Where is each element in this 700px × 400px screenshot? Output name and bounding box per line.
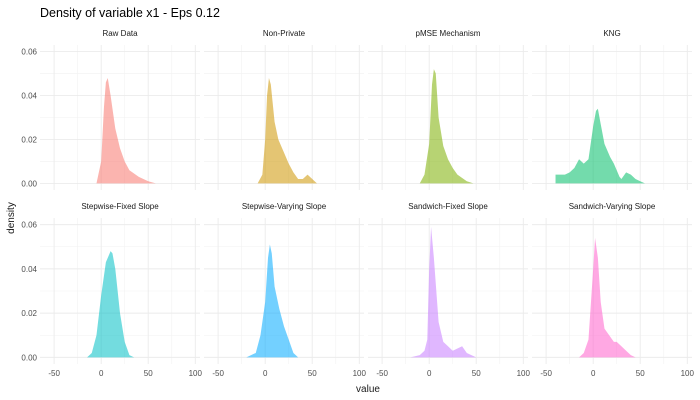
density-area xyxy=(419,69,474,184)
facet-panel: Non-Private xyxy=(204,29,364,190)
facet-strip-label: Non-Private xyxy=(263,29,306,38)
facet-strip-label: Sandwich-Varying Slope xyxy=(569,202,656,211)
density-area xyxy=(555,108,645,184)
y-tick-label: 0.06 xyxy=(21,221,37,230)
y-tick-label: 0.04 xyxy=(21,92,37,101)
facet-strip-label: KNG xyxy=(603,29,620,38)
x-tick-label: 50 xyxy=(472,369,481,378)
facet-strip-label: Raw Data xyxy=(102,29,138,38)
x-tick-label: 100 xyxy=(517,369,531,378)
x-tick-label: 0 xyxy=(427,369,432,378)
y-tick-label: 0.02 xyxy=(21,135,37,144)
x-tick-label: 100 xyxy=(353,369,367,378)
y-tick-label: 0.04 xyxy=(21,265,37,274)
density-area xyxy=(87,251,135,358)
density-area xyxy=(246,244,299,358)
facet-panel: Stepwise-Fixed Slope 0.00 0.02 0.04 0.06 -50 0… xyxy=(21,202,202,378)
chart-title: Density of variable x1 - Eps 0.12 xyxy=(40,6,220,20)
x-tick-label: 50 xyxy=(144,369,153,378)
density-area xyxy=(410,226,477,358)
facet-strip-label: pMSE Mechanism xyxy=(416,29,481,38)
x-tick-label: -50 xyxy=(376,369,388,378)
facet-panel: KNG xyxy=(532,29,692,190)
x-tick-label: 0 xyxy=(591,369,596,378)
x-tick-label: 100 xyxy=(681,369,695,378)
facet-strip-label: Stepwise-Varying Slope xyxy=(242,202,327,211)
y-axis-title: density xyxy=(6,202,17,234)
x-tick-label: -50 xyxy=(212,369,224,378)
x-axis-title: value xyxy=(356,384,380,395)
facet-strip-label: Stepwise-Fixed Slope xyxy=(81,202,159,211)
y-tick-label: 0.00 xyxy=(21,353,37,362)
facet-panel: Sandwich-Varying Slope -50 0 50 100 xyxy=(532,202,695,378)
x-tick-label: 50 xyxy=(636,369,645,378)
x-tick-label: 0 xyxy=(263,369,268,378)
x-tick-label: 100 xyxy=(189,369,203,378)
facet-strip-label: Sandwich-Fixed Slope xyxy=(408,202,488,211)
y-tick-label: 0.06 xyxy=(21,48,37,57)
density-area xyxy=(257,77,317,184)
x-tick-label: 50 xyxy=(308,369,317,378)
x-tick-label: -50 xyxy=(540,369,552,378)
facet-panel: Stepwise-Varying Slope -50 0 50 100 xyxy=(204,202,367,378)
facet-panel: Raw Data 0.00 0.02 0.04 0.06 xyxy=(21,29,200,190)
y-tick-label: 0.00 xyxy=(21,179,37,188)
y-tick-label: 0.02 xyxy=(21,309,37,318)
facet-panel: Sandwich-Fixed Slope -50 0 50 100 xyxy=(368,202,531,378)
facet-panels: Raw Data 0.00 0.02 0.04 0.06 Non-Private pMSE … xyxy=(21,29,694,378)
density-area xyxy=(579,237,636,358)
density-area xyxy=(96,77,156,184)
x-tick-label: 0 xyxy=(99,369,104,378)
facet-panel: pMSE Mechanism xyxy=(368,29,528,190)
x-tick-label: -50 xyxy=(48,369,60,378)
